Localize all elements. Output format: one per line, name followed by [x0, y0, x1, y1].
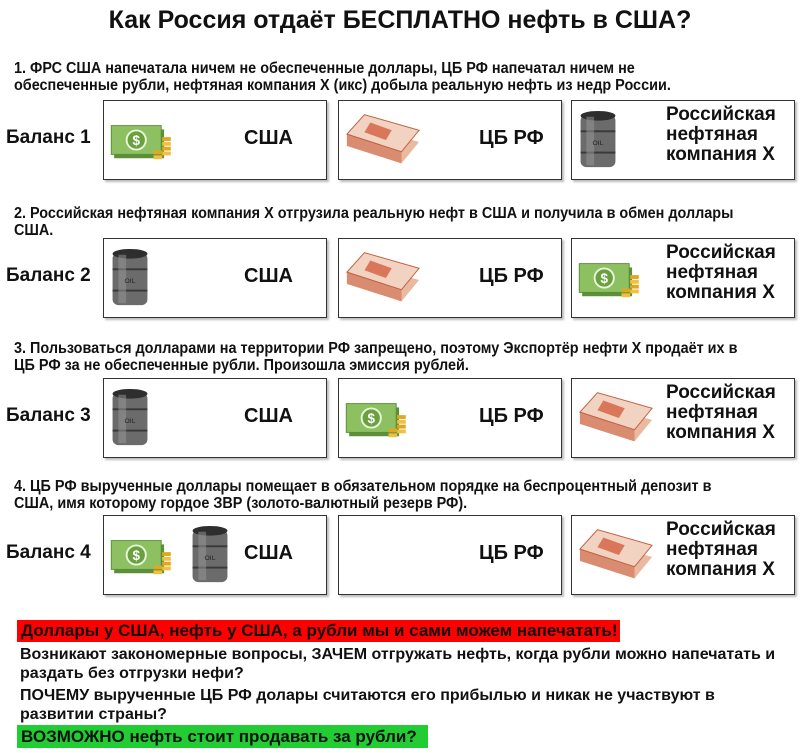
oil-barrel-icon — [576, 109, 620, 171]
box-label: ЦБ РФ — [479, 405, 544, 427]
dollar-money-icon — [343, 394, 411, 442]
balance-label: Баланс 2 — [6, 265, 91, 286]
box-label: ЦБ РФ — [479, 127, 544, 149]
step-text: 2. Российская нефтяная компания X отгруз… — [14, 205, 734, 239]
balance-box: ЦБ РФ — [338, 238, 562, 318]
box-label: США — [244, 542, 293, 564]
balance-box: США — [103, 100, 327, 180]
step-text: 1. ФРС США напечатала ничем не обеспечен… — [14, 60, 671, 94]
box-label: США — [244, 265, 293, 287]
oil-barrel-icon — [108, 387, 152, 449]
balance-box: ЦБ РФ — [338, 100, 562, 180]
dollar-money-icon — [576, 254, 644, 302]
balance-box: Российская нефтяная компания X — [571, 515, 795, 595]
ruble-stack-icon — [343, 112, 421, 168]
ruble-stack-icon — [343, 250, 421, 306]
dollar-money-icon — [108, 531, 176, 579]
balance-box: ЦБ РФ — [338, 378, 562, 458]
balance-label: Баланс 3 — [6, 405, 91, 426]
dollar-money-icon — [108, 116, 176, 164]
question-1: Возникают закономерные вопросы, ЗАЧЕМ от… — [20, 646, 776, 682]
step-text: 3. Пользоваться долларами на территории … — [14, 340, 738, 374]
balance-box: США — [103, 515, 327, 595]
balance-box: Российская нефтяная компания X — [571, 100, 795, 180]
oil-barrel-icon — [108, 247, 152, 309]
box-label: США — [244, 127, 293, 149]
box-label: Российская нефтяная компания X — [666, 382, 776, 443]
balance-box: США — [103, 238, 327, 318]
box-label: Российская нефтяная компания X — [666, 519, 776, 580]
balance-box: ЦБ РФ — [338, 515, 562, 595]
balance-label: Баланс 4 — [6, 542, 91, 563]
box-label: Российская нефтяная компания X — [666, 104, 776, 165]
question-2: ПОЧЕМУ вырученные ЦБ РФ долары считаются… — [20, 687, 715, 723]
box-label: США — [244, 405, 293, 427]
red-banner: Доллары у США, нефть у США, а рубли мы и… — [17, 620, 620, 642]
box-label: ЦБ РФ — [479, 265, 544, 287]
balance-box: Российская нефтяная компания X — [571, 238, 795, 318]
balance-label: Баланс 1 — [6, 127, 91, 148]
box-label: ЦБ РФ — [479, 542, 544, 564]
step-text: 4. ЦБ РФ вырученные доллары помещает в о… — [14, 478, 712, 512]
balance-box: Российская нефтяная компания X — [571, 378, 795, 458]
ruble-stack-icon — [576, 390, 654, 446]
green-banner: ВОЗМОЖНО нефть стоит продавать за рубли? — [17, 725, 428, 748]
oil-barrel-icon — [188, 524, 232, 586]
box-label: Российская нефтяная компания X — [666, 242, 776, 303]
ruble-stack-icon — [576, 527, 654, 583]
page-title: Как Россия отдаёт БЕСПЛАТНО нефть в США? — [108, 6, 692, 34]
balance-box: США — [103, 378, 327, 458]
